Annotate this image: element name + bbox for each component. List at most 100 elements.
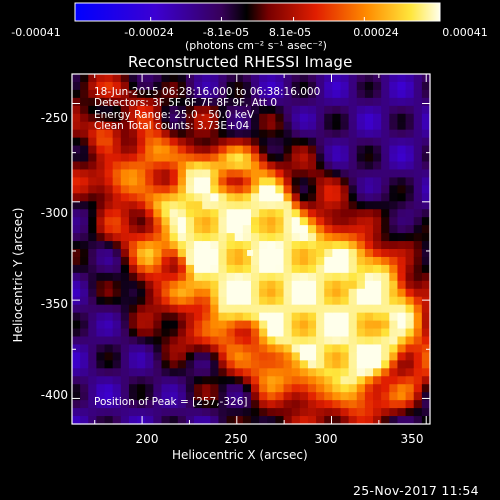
heatmap-cell	[210, 161, 220, 171]
heatmap-cell	[202, 392, 211, 401]
heatmap-cell	[299, 233, 309, 242]
heatmap-cell	[242, 312, 252, 322]
heatmap-cell	[373, 113, 382, 123]
heatmap-cell	[169, 89, 179, 99]
heatmap-cell	[275, 352, 285, 361]
heatmap-cell	[267, 129, 277, 139]
heatmap-cell	[242, 272, 252, 282]
heatmap-cell	[169, 416, 179, 425]
heatmap-cell	[373, 256, 382, 266]
heatmap-cell	[72, 169, 81, 178]
heatmap-cell	[161, 129, 171, 139]
heatmap-cell	[332, 256, 342, 266]
heatmap-cell	[275, 169, 285, 178]
heatmap-cell	[234, 113, 244, 123]
heatmap-cell	[267, 320, 277, 330]
heatmap-cell	[161, 360, 171, 369]
heatmap-cell	[389, 217, 399, 226]
heatmap-cell	[120, 193, 130, 202]
heatmap-cell	[137, 97, 146, 107]
heatmap-cell	[177, 169, 187, 178]
heatmap-cell	[405, 336, 415, 346]
heatmap-cell	[202, 280, 211, 290]
heatmap-cell	[104, 89, 114, 99]
heatmap-cell	[316, 320, 325, 330]
heatmap-cell	[291, 137, 301, 147]
heatmap-cell	[373, 97, 382, 107]
heatmap-cell	[112, 169, 122, 178]
heatmap-cell	[364, 201, 374, 210]
heatmap-cell	[242, 177, 252, 186]
heatmap-cell	[185, 400, 195, 409]
heatmap-cell	[316, 336, 325, 346]
heatmap-cell	[202, 336, 211, 346]
heatmap-cell	[267, 392, 277, 401]
heatmap-cell	[96, 217, 106, 226]
heatmap-cell	[210, 177, 220, 186]
heatmap-cell	[291, 312, 301, 322]
heatmap-cell	[405, 137, 415, 147]
heatmap-cell	[169, 312, 179, 322]
heatmap-cell	[80, 121, 89, 131]
heatmap-cell	[340, 344, 350, 353]
heatmap-cell	[80, 249, 89, 258]
heatmap-cell	[96, 201, 106, 210]
heatmap-cell	[299, 217, 309, 226]
heatmap-cell	[112, 193, 122, 202]
heatmap-cell	[218, 400, 228, 409]
heatmap-cell	[153, 161, 163, 171]
heatmap-cell	[283, 384, 293, 393]
heatmap-cell	[234, 89, 244, 99]
heatmap-cell	[161, 328, 171, 338]
heatmap-cell	[316, 129, 325, 139]
heatmap-cell	[267, 264, 277, 274]
heatmap-cell	[299, 296, 309, 306]
heatmap-cell	[251, 89, 260, 99]
heatmap-cell	[194, 280, 203, 290]
heatmap-cell	[169, 249, 179, 258]
heatmap-cell	[218, 376, 228, 385]
heatmap-cell	[381, 153, 390, 163]
heatmap-cell	[373, 408, 382, 417]
heatmap-cell	[316, 296, 325, 306]
heatmap-cell	[72, 97, 81, 107]
heatmap-cell	[185, 193, 195, 202]
heatmap-cell	[177, 113, 187, 123]
heatmap-cell	[373, 153, 382, 163]
heatmap-cell	[251, 256, 260, 266]
heatmap-cell	[291, 161, 301, 171]
heatmap-cell	[194, 384, 203, 393]
heatmap-cell	[96, 177, 106, 186]
heatmap-cell	[259, 169, 268, 178]
heatmap-cell	[283, 81, 293, 91]
heatmap-cell	[307, 113, 317, 123]
heatmap-cell	[104, 129, 114, 139]
heatmap-cell	[316, 161, 325, 171]
heatmap-cell	[340, 137, 350, 147]
heatmap-cell	[242, 81, 252, 91]
heatmap-cell	[226, 113, 236, 123]
heatmap-cell	[356, 304, 366, 314]
heatmap-cell	[348, 272, 358, 282]
heatmap-cell	[283, 249, 293, 258]
heatmap-cell	[324, 272, 333, 282]
heatmap-cell	[259, 320, 268, 330]
heatmap-cell	[242, 328, 252, 338]
heatmap-cell	[96, 129, 106, 139]
heatmap-cell	[389, 408, 399, 417]
heatmap-cell	[80, 304, 89, 314]
heatmap-cell	[185, 185, 195, 194]
heatmap-cell	[210, 360, 220, 369]
heatmap-cell	[234, 193, 244, 202]
heatmap-cell	[389, 288, 399, 298]
heatmap-cell	[72, 177, 81, 186]
heatmap-cell	[291, 416, 301, 425]
heatmap-cell	[405, 416, 415, 425]
heatmap-cell	[324, 137, 333, 147]
heatmap-cell	[291, 153, 301, 163]
heatmap-cell	[267, 241, 277, 250]
heatmap-cell	[177, 105, 187, 115]
heatmap-cell	[218, 209, 228, 218]
heatmap-cell	[405, 352, 415, 361]
heatmap-cell	[307, 161, 317, 171]
